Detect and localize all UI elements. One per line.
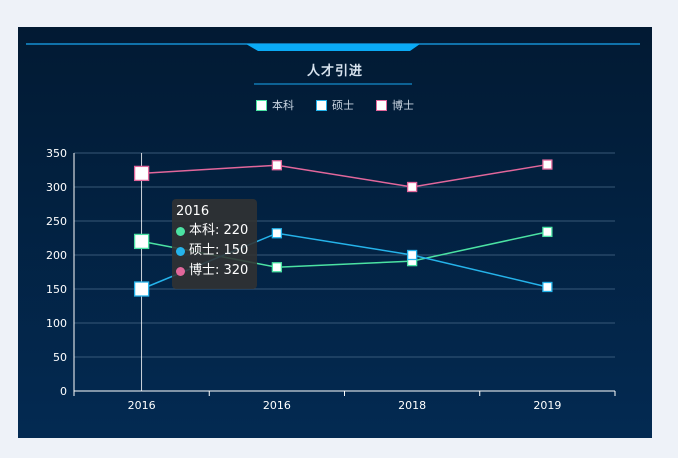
tooltip-dot-icon [176,226,185,236]
data-point-本科 [542,226,553,238]
chart-title: 人才引进 [306,64,363,79]
tooltip-row: 本科: 220 [176,221,253,241]
data-point-硕士 [406,249,418,261]
tooltip: 2016 本科: 220 硕士: 150 博士: 320 [172,199,257,289]
chart-panel: 0 50 100 150 200 250 300 350 2016 2016 2018 2019 人才… [18,27,652,438]
line-chart: 0 50 100 150 200 250 300 350 2016 2016 2018 2019 [26,43,640,412]
legend: 本科 硕士 博士 [18,97,652,113]
y-tick-label: 200 [46,249,67,262]
data-point-博士 [271,160,283,171]
x-tick-label: 2019 [533,399,561,412]
header-tab [246,44,420,51]
legend-label: 硕士 [332,99,354,112]
data-point-硕士 [133,281,150,297]
data-point-硕士 [271,228,283,239]
legend-swatch-icon [316,99,327,111]
data-point-博士 [406,181,418,193]
tooltip-title: 2016 [176,204,210,219]
tooltip-dot-icon [176,266,185,276]
tooltip-row: 硕士: 150 [176,241,253,261]
tooltip-row: 博士: 320 [176,261,253,281]
data-point-博士 [133,165,150,182]
y-tick-label: 350 [46,147,67,160]
y-tick-label: 150 [46,283,67,296]
y-tick-label: 50 [53,351,67,364]
y-tick-label: 0 [60,385,67,398]
data-point-本科 [271,262,283,273]
legend-label: 本科 [272,99,294,112]
legend-swatch-icon [376,99,387,111]
x-tick-label: 2016 [263,399,291,412]
x-tick-label: 2016 [128,399,156,412]
y-tick-label: 100 [46,317,67,330]
legend-swatch-icon [256,99,267,111]
legend-item-博士[interactable]: 博士 [376,97,414,113]
tooltip-row-text: 硕士: 150 [189,243,249,258]
legend-item-本科[interactable]: 本科 [256,97,294,113]
legend-item-硕士[interactable]: 硕士 [316,97,354,113]
series-line-博士 [141,163,548,188]
data-point-硕士 [542,281,553,293]
tooltip-row-text: 博士: 320 [189,263,249,278]
data-point-博士 [542,159,553,170]
tooltip-row-text: 本科: 220 [189,223,249,238]
x-tick-label: 2018 [398,399,426,412]
y-tick-label: 250 [46,215,67,228]
y-tick-label: 300 [46,181,67,194]
data-point-本科 [133,233,150,250]
tooltip-dot-icon [176,246,185,256]
legend-label: 博士 [392,99,414,112]
